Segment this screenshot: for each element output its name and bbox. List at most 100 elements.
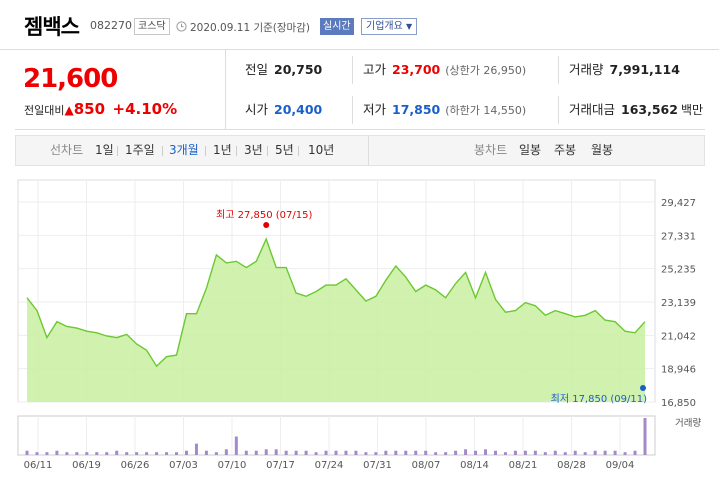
x-tick-label: 08/21	[509, 460, 538, 471]
volume-bar	[424, 450, 428, 455]
current-price-panel: 21,600 전일대비▲850 +4.10%	[15, 50, 226, 130]
candle-weekly[interactable]: 주봉	[554, 143, 577, 157]
volume-bar	[294, 450, 298, 455]
volume-bar	[35, 452, 39, 455]
divider	[352, 96, 353, 124]
clock-icon	[176, 21, 187, 32]
volume-bar	[543, 452, 547, 455]
divider	[558, 56, 559, 84]
price-summary: 21,600 전일대비▲850 +4.10% 전일 20,750 고가 23,700…	[15, 50, 705, 130]
x-tick-label: 08/07	[412, 460, 441, 471]
divider	[236, 146, 237, 156]
period-3m[interactable]: 3개월	[169, 143, 199, 157]
stat-label: 고가	[363, 62, 387, 77]
volume-bar	[523, 450, 527, 455]
price-chart-svg: 29,427 27,331 25,235 23,139 21,042 18,946 16,8…	[17, 179, 701, 471]
x-tick-label: 07/10	[218, 460, 247, 471]
stat-volume: 거래량 7,991,114	[569, 50, 680, 90]
period-3y[interactable]: 3년	[244, 143, 263, 157]
volume-bar	[135, 452, 139, 455]
candle-monthly[interactable]: 월봉	[591, 143, 614, 157]
y-tick-label: 25,235	[661, 265, 696, 276]
volume-bar	[204, 450, 208, 455]
x-tick-label: 08/28	[557, 460, 586, 471]
period-1d[interactable]: 1일	[95, 143, 114, 157]
divider	[298, 146, 299, 156]
y-tick-label: 21,042	[661, 331, 696, 342]
period-1y[interactable]: 1년	[213, 143, 232, 157]
volume-bar	[45, 452, 49, 455]
period-10y[interactable]: 10년	[308, 143, 335, 157]
stat-label: 거래대금	[569, 102, 616, 117]
volume-bar	[434, 452, 438, 455]
volume-bar	[254, 450, 258, 455]
stat-label: 시가	[245, 102, 269, 117]
volume-bar	[85, 452, 89, 455]
volume-label: 거래량	[675, 417, 701, 429]
volume-bar	[155, 452, 159, 455]
volume-bar	[354, 450, 358, 455]
volume-bar	[583, 452, 587, 455]
change-percent: +4.10%	[112, 100, 178, 118]
change-row: 전일대비▲850 +4.10%	[24, 100, 177, 118]
toolbar-divider	[368, 136, 369, 165]
divider	[205, 146, 206, 156]
stat-value: 20,750	[274, 62, 323, 77]
volume-bar	[184, 450, 188, 455]
divider	[267, 146, 268, 156]
candle-daily[interactable]: 일봉	[519, 143, 542, 157]
volume-bar	[593, 450, 597, 455]
volume-bar	[95, 452, 99, 455]
lower-limit: (하한가 14,550)	[445, 104, 527, 117]
x-tick-label: 07/24	[315, 460, 344, 471]
x-tick-label: 09/04	[606, 460, 635, 471]
volume-bar	[563, 452, 567, 455]
volume-bar	[493, 450, 497, 455]
change-amount: 850	[73, 100, 106, 118]
period-5y[interactable]: 5년	[275, 143, 294, 157]
volume-bar	[444, 452, 448, 455]
high-annotation: 최고 27,850 (07/15)	[216, 209, 312, 221]
volume-bar	[55, 450, 59, 455]
candle-chart-label: 봉차트	[474, 143, 508, 157]
y-tick-label: 16,850	[661, 398, 696, 409]
volume-bar	[344, 450, 348, 455]
company-overview-dropdown[interactable]: 기업개요 ▼	[361, 18, 418, 35]
volume-bar	[623, 452, 627, 455]
volume-bar	[65, 452, 69, 455]
x-tick-label: 07/31	[363, 460, 392, 471]
volume-bar	[224, 449, 228, 455]
company-overview-label: 기업개요	[366, 21, 403, 32]
x-tick-label: 06/11	[24, 460, 53, 471]
price-chart[interactable]: 29,427 27,331 25,235 23,139 21,042 18,946 16,8…	[15, 166, 705, 483]
x-tick-label: 08/14	[460, 460, 489, 471]
period-1w[interactable]: 1주일	[125, 143, 155, 157]
high-marker	[263, 222, 270, 229]
change-label: 전일대비	[24, 104, 65, 117]
volume-bar	[25, 450, 29, 455]
stat-value: 20,400	[274, 102, 323, 117]
volume-bar	[414, 450, 418, 455]
volume-bar	[165, 452, 169, 455]
volume-bar	[364, 452, 368, 455]
volume-bar	[274, 449, 278, 455]
volume-bar	[474, 450, 478, 455]
divider	[117, 146, 118, 156]
realtime-button[interactable]: 실시간	[320, 18, 354, 35]
stock-code: 082270	[90, 19, 132, 32]
volume-bar	[404, 450, 408, 455]
chevron-down-icon: ▼	[406, 22, 413, 31]
volume-bar	[374, 452, 378, 455]
volume-frame	[17, 415, 656, 456]
divider	[558, 96, 559, 124]
x-tick-label: 07/17	[266, 460, 295, 471]
stat-amount: 거래대금 163,562 백만	[569, 90, 703, 130]
divider	[162, 146, 163, 156]
low-marker	[640, 385, 646, 391]
stat-low: 저가 17,850 (하한가 14,550)	[363, 90, 526, 130]
volume-bar	[603, 450, 607, 455]
volume-bar	[573, 450, 577, 455]
volume-bar	[314, 452, 318, 455]
volume-bar	[503, 452, 507, 455]
stat-value: 7,991,114	[609, 62, 680, 77]
